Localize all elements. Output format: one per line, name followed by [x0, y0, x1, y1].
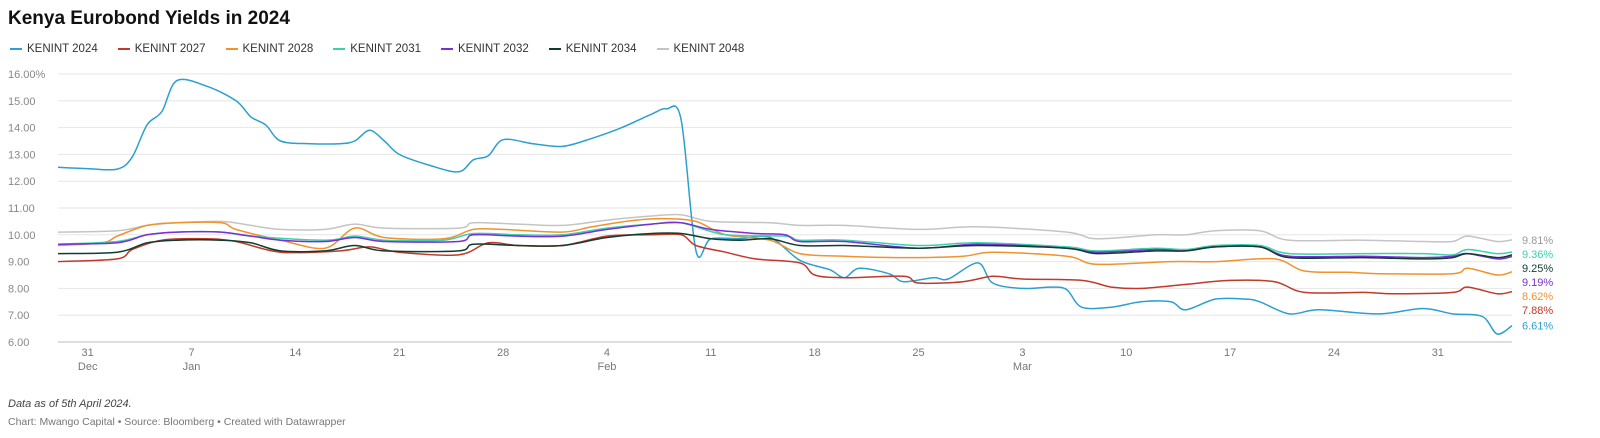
y-tick-label: 16.00% — [8, 69, 46, 81]
end-value-label: 6.61% — [1522, 321, 1553, 333]
legend-item: KENINT 2027 — [117, 43, 206, 55]
chart-legend: KENINT 2024 KENINT 2027 KENINT 2028 KENINT … — [10, 43, 764, 55]
legend-swatch — [441, 48, 453, 50]
series-line-kenint-2024 — [57, 78, 1513, 335]
y-tick-label: 10.00 — [8, 230, 36, 242]
y-tick-label: 14.00 — [8, 123, 36, 135]
series-line-kenint-2031 — [57, 221, 1513, 256]
end-value-label: 9.19% — [1522, 277, 1553, 289]
y-tick-label: 11.00 — [8, 203, 35, 215]
y-tick-label: 9.00 — [8, 257, 29, 269]
legend-swatch — [548, 48, 561, 50]
legend-swatch — [117, 48, 130, 50]
legend-item: KENINT 2024 — [10, 43, 98, 55]
x-tick-label: 11 — [705, 347, 716, 359]
legend-label: KENINT 2034 — [565, 43, 637, 55]
legend-label: KENINT 2024 — [27, 43, 98, 55]
series-line-kenint-2028 — [57, 217, 1513, 276]
legend-item: KENINT 2034 — [548, 43, 637, 55]
legend-item: KENINT 2028 — [225, 43, 314, 55]
end-value-label: 8.62% — [1522, 291, 1553, 303]
x-tick-sublabel: Jan — [183, 361, 201, 373]
y-tick-label: 6.00 — [8, 337, 29, 349]
y-tick-label: 8.00 — [8, 283, 29, 295]
x-tick-sublabel: Mar — [1013, 361, 1032, 373]
chart-notes: Data as of 5th April 2024. — [8, 398, 132, 410]
x-tick-label: 14 — [289, 347, 301, 359]
x-tick-label: 17 — [1224, 347, 1236, 359]
legend-item: KENINT 2032 — [441, 43, 529, 55]
legend-label: KENINT 2032 — [458, 43, 529, 55]
legend-swatch — [10, 48, 22, 50]
y-tick-label: 7.00 — [8, 310, 29, 322]
x-tick-sublabel: Feb — [597, 361, 616, 373]
series-line-kenint-2034 — [57, 232, 1513, 260]
x-tick-label: 7 — [188, 347, 194, 359]
chart-credit: Chart: Mwango Capital • Source: Bloomber… — [8, 416, 346, 428]
legend-swatch — [333, 48, 346, 50]
x-tick-label: 24 — [1328, 347, 1340, 359]
legend-swatch — [656, 48, 669, 50]
legend-label: KENINT 2048 — [673, 43, 745, 55]
series-line-kenint-2048 — [57, 213, 1513, 243]
x-tick-label: 31 — [1432, 347, 1444, 359]
x-tick-label: 4 — [604, 347, 610, 359]
chart-title: Kenya Eurobond Yields in 2024 — [8, 8, 290, 29]
x-tick-label: 10 — [1120, 347, 1132, 359]
x-tick-label: 21 — [393, 347, 405, 359]
series-line-kenint-2027 — [57, 233, 1513, 295]
x-tick-label: 31 — [82, 347, 94, 359]
series-line-kenint-2032 — [57, 221, 1513, 260]
x-tick-label: 18 — [809, 347, 821, 359]
y-tick-label: 15.00 — [8, 96, 36, 108]
legend-label: KENINT 2028 — [242, 43, 314, 55]
legend-item: KENINT 2048 — [656, 43, 745, 55]
x-tick-label: 25 — [912, 347, 924, 359]
end-value-label: 9.36% — [1522, 249, 1553, 261]
x-tick-label: 28 — [497, 347, 509, 359]
legend-item: KENINT 2031 — [333, 43, 421, 55]
x-tick-label: 3 — [1019, 347, 1025, 359]
y-tick-label: 13.00 — [8, 149, 36, 161]
y-tick-label: 12.00 — [8, 176, 36, 188]
x-tick-sublabel: Dec — [78, 361, 98, 373]
legend-swatch — [225, 48, 238, 50]
legend-label: KENINT 2027 — [134, 43, 206, 55]
legend-label: KENINT 2031 — [350, 43, 421, 55]
end-value-label: 7.88% — [1522, 305, 1553, 317]
end-value-label: 9.81% — [1522, 235, 1553, 247]
end-value-label: 9.25% — [1522, 263, 1553, 275]
